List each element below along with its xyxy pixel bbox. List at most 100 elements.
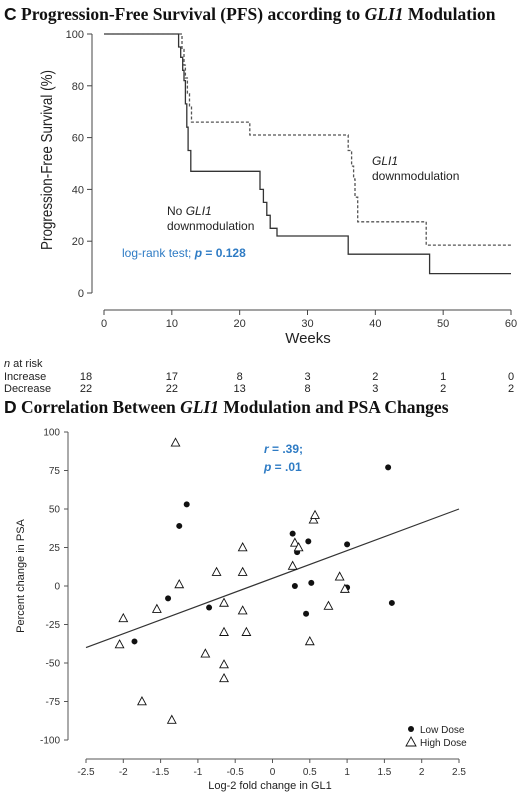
km-label-no-line1: No GLI1 [167, 204, 212, 218]
km-y-tick-label: 80 [72, 81, 84, 93]
risk-table-cell: 3 [372, 383, 378, 395]
scatter-x-tick-label: 0.5 [303, 767, 317, 778]
scatter-x-tick-label: -1 [193, 767, 202, 778]
scatter-y-tick-label: 25 [49, 543, 61, 554]
risk-table-cell: 22 [80, 383, 92, 395]
high-dose-point [151, 603, 162, 613]
high-dose-point [308, 514, 319, 524]
risk-table-header: n at risk [4, 358, 43, 370]
scatter-x-tick-label: -2.5 [77, 767, 95, 778]
panel-c-title-gene: GLI1 [364, 4, 404, 24]
risk-table-cell: 3 [304, 371, 310, 383]
scatter-r-annotation: r = .39; [264, 442, 303, 456]
scatter-x-tick-label: -1.5 [152, 767, 170, 778]
low-dose-point [308, 579, 315, 586]
high-dose-point [211, 566, 222, 576]
scatter-x-tick-label: 1 [344, 767, 350, 778]
panel-c-title-pre: Progression-Free Survival (PFS) accordin… [21, 4, 365, 24]
scatter-x-tick-label: 2.5 [452, 767, 466, 778]
high-dose-point [304, 635, 315, 646]
panel-c-title-post: Modulation [403, 4, 496, 24]
km-label-down-line1: GLI1 [372, 154, 398, 168]
scatter-x-tick-label: -0.5 [227, 767, 245, 778]
risk-table-cell: 22 [166, 383, 178, 395]
high-dose-point [339, 583, 350, 593]
risk-table-cell: 2 [508, 383, 514, 395]
high-dose-point [241, 626, 252, 636]
scatter-y-tick-label: -25 [46, 620, 61, 631]
panel-d-title-gene: GLI1 [180, 397, 219, 417]
low-dose-point [291, 583, 298, 589]
scatter-trendline [85, 508, 460, 649]
high-dose-point [118, 612, 129, 623]
km-x-tick-label: 0 [101, 318, 107, 330]
low-dose-point [131, 638, 138, 645]
high-dose-point [287, 560, 298, 570]
panel-d-title-pre: Correlation Between [21, 397, 181, 417]
scatter-x-label: Log-2 fold change in GL1 [208, 780, 332, 792]
km-curve-no-downmodulation [104, 33, 511, 275]
km-y-tick-label: 40 [72, 184, 84, 196]
risk-table-cell: 1 [440, 371, 446, 383]
legend-high-dose-marker [405, 736, 417, 747]
km-y-label: Progression-Free Survival (%) [39, 70, 56, 250]
scatter-y-tick-label: 100 [43, 428, 60, 439]
high-dose-point [219, 626, 229, 636]
scatter-x-tick-label: -2 [119, 767, 128, 778]
scatter-y-tick-label: 50 [49, 505, 61, 516]
scatter-y-tick-label: 0 [54, 582, 60, 593]
high-dose-point [289, 537, 300, 547]
km-x-tick-label: 60 [505, 318, 517, 330]
panel-c-title: C Progression-Free Survival (PFS) accord… [4, 4, 495, 25]
scatter-y-tick-label: -100 [40, 736, 60, 747]
panel-d-title-post: Modulation and PSA Changes [219, 397, 449, 417]
risk-table-cell: 17 [166, 371, 178, 383]
km-x-tick-label: 30 [301, 318, 313, 330]
high-dose-point [114, 639, 125, 649]
high-dose-point [323, 600, 334, 610]
scatter-x-tick-label: 2 [419, 767, 425, 778]
high-dose-point [237, 542, 248, 552]
high-dose-point [136, 696, 147, 706]
low-dose-point [344, 541, 351, 548]
scatter-y-label: Percent change in PSA [15, 518, 27, 632]
high-dose-point [237, 605, 248, 615]
km-curve-downmodulation [104, 33, 511, 246]
low-dose-point [385, 464, 392, 471]
low-dose-point [183, 501, 190, 508]
panel-c-letter: C [4, 4, 17, 24]
legend-high-dose-label: High Dose [420, 738, 467, 749]
high-dose-point [334, 571, 345, 581]
scatter-x-tick-label: 0 [270, 767, 276, 778]
scatter-x-tick-label: 1.5 [377, 767, 391, 778]
km-x-tick-label: 40 [369, 318, 381, 330]
km-x-tick-label: 10 [166, 318, 178, 330]
risk-table-row-label: Decrease [4, 383, 51, 395]
low-dose-point [165, 595, 172, 602]
high-dose-point [166, 714, 177, 724]
km-x-tick-label: 50 [437, 318, 449, 330]
low-dose-point [388, 599, 395, 606]
scatter-axes: 100 75 50 25 0 -25 -50 -75 -100 -2.5 -2 -1.5 -1 -0.5 0… [40, 428, 466, 779]
risk-table-row-label: Increase [4, 371, 46, 383]
km-y-tick-label: 60 [72, 133, 84, 145]
panel-d-letter: D [4, 397, 17, 417]
km-label-no-line2: downmodulation [167, 219, 254, 233]
high-dose-point [174, 579, 185, 589]
km-curves [104, 33, 511, 275]
legend-low-dose-label: Low Dose [420, 725, 465, 736]
risk-table-cell: 8 [237, 371, 243, 383]
km-axes: 0 10 20 30 40 50 60 0 20 40 60 80 100 [66, 29, 517, 330]
high-dose-point [219, 672, 229, 683]
legend-low-dose-marker [408, 726, 414, 732]
km-y-tick-label: 20 [72, 236, 84, 248]
low-dose-point [206, 604, 213, 611]
low-dose-point [303, 610, 310, 617]
risk-table-cell: 18 [80, 371, 92, 383]
km-y-tick-label: 0 [78, 288, 84, 300]
high-dose-point [219, 659, 229, 669]
high-dose-point [293, 542, 304, 552]
